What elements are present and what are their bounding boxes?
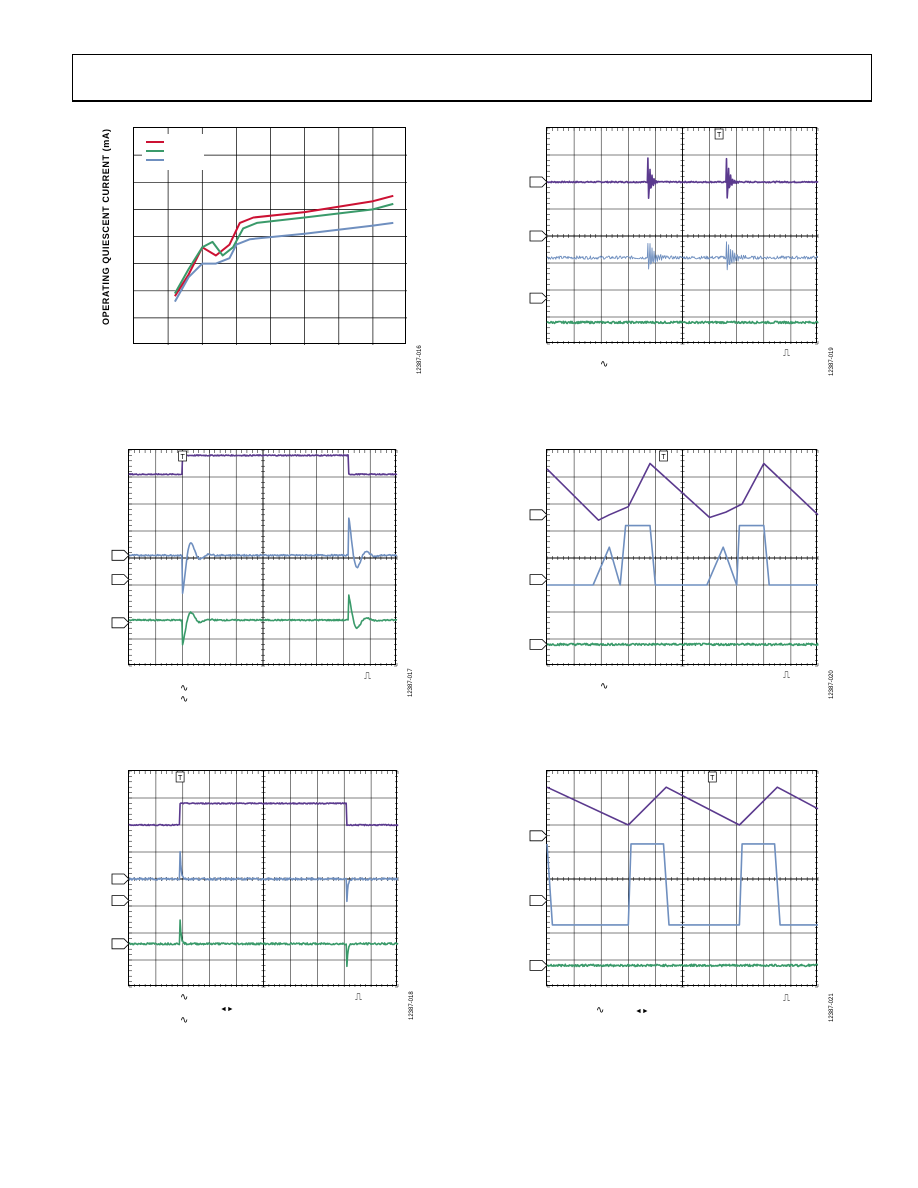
trace-purple xyxy=(546,462,819,521)
trace-purple xyxy=(128,802,399,827)
trace-blue xyxy=(128,517,398,595)
scope-capture-19: T xyxy=(529,127,819,345)
channel-marker-2 xyxy=(529,574,548,585)
quiescent-current-chart xyxy=(133,127,407,345)
bandwidth-limit-icon: ◄► xyxy=(220,1006,234,1013)
quiescent-current-plot xyxy=(134,128,407,345)
quiescent-grid xyxy=(134,128,407,345)
ac-coupling-icon: ∿ xyxy=(180,694,189,705)
channel-marker-2 xyxy=(529,895,548,906)
edge-trigger-icon: ⎍ xyxy=(783,670,790,681)
channel-marker-1 xyxy=(111,873,130,885)
figure-code-19: 12387-019 xyxy=(829,347,835,376)
trace-green xyxy=(546,963,819,968)
scope-capture-20: T xyxy=(529,449,819,667)
edge-trigger-icon: ⎍ xyxy=(783,993,790,1004)
trigger-label: T xyxy=(661,454,666,461)
figure-code-21: 12387-021 xyxy=(829,993,835,1022)
channel-marker-1 xyxy=(529,509,548,521)
trigger-marker xyxy=(714,128,724,140)
trigger-marker xyxy=(178,450,187,462)
trace-blue xyxy=(547,524,818,586)
ac-coupling-icon: ∿ xyxy=(180,1015,189,1026)
scope-capture-21: T xyxy=(529,770,819,988)
trigger-label: T xyxy=(717,132,722,139)
ac-coupling-icon: ∿ xyxy=(180,992,189,1003)
fig20-grid xyxy=(546,449,819,667)
series-line-green xyxy=(174,202,394,294)
trace-blue xyxy=(128,850,399,903)
scope-plot-17: T xyxy=(111,449,398,667)
series-line-blue xyxy=(174,221,394,303)
channel-marker-1 xyxy=(529,830,548,842)
ac-coupling-icon: ∿ xyxy=(600,359,609,370)
channel-marker-1 xyxy=(529,176,548,188)
figure-code-18: 12387-018 xyxy=(409,991,415,1020)
scope-capture-18: T xyxy=(111,770,399,988)
trace-green xyxy=(128,594,398,646)
bandwidth-limit-icon: ◄► xyxy=(635,1008,649,1015)
channel-marker-3 xyxy=(111,617,130,629)
channel-marker-3 xyxy=(529,960,548,971)
trigger-marker xyxy=(659,450,668,462)
ac-coupling-icon: ∿ xyxy=(600,681,609,692)
trace-purple xyxy=(546,786,819,826)
trace-green xyxy=(546,642,819,647)
fig17-grid xyxy=(128,449,398,667)
channel-marker-3 xyxy=(111,938,130,950)
trigger-label: T xyxy=(710,775,715,782)
trigger-label: T xyxy=(178,775,183,782)
channel-marker-2 xyxy=(111,574,130,585)
edge-trigger-icon: ⎍ xyxy=(364,671,371,682)
scope-plot-19: T xyxy=(529,127,819,345)
edge-trigger-icon: ⎍ xyxy=(783,348,790,359)
trace-purple xyxy=(546,157,819,199)
channel-marker-3 xyxy=(529,639,548,650)
y-axis-label: OPERATING QUIESCENT CURRENT (mA) xyxy=(101,128,111,325)
trace-blue xyxy=(546,843,818,926)
ac-coupling-icon: ∿ xyxy=(596,1005,605,1016)
page-header-box xyxy=(72,54,872,102)
channel-marker-1 xyxy=(111,549,130,561)
scope-plot-21: T xyxy=(529,770,819,988)
trace-purple xyxy=(128,454,398,476)
channel-marker-3 xyxy=(529,292,548,304)
trace-blue xyxy=(546,241,819,271)
channel-marker-2 xyxy=(529,230,548,242)
figure-code-20: 12387-020 xyxy=(829,670,835,699)
series-line-red xyxy=(174,194,394,297)
figure-code-17: 12387-017 xyxy=(408,668,414,697)
scope-plot-18: T xyxy=(111,770,399,988)
trace-green xyxy=(546,320,819,325)
ac-coupling-icon: ∿ xyxy=(180,683,189,694)
fig21-grid xyxy=(546,770,819,988)
figure-code-16: 12387-016 xyxy=(417,345,423,374)
channel-marker-2 xyxy=(111,895,130,906)
trace-green xyxy=(128,919,399,968)
trigger-marker xyxy=(707,771,717,783)
trigger-marker xyxy=(175,771,185,783)
scope-capture-17: T xyxy=(111,449,398,667)
scope-plot-20: T xyxy=(529,449,819,667)
fig19-grid xyxy=(546,127,819,345)
trigger-label: T xyxy=(180,454,185,461)
edge-trigger-icon: ⎍ xyxy=(355,992,362,1003)
